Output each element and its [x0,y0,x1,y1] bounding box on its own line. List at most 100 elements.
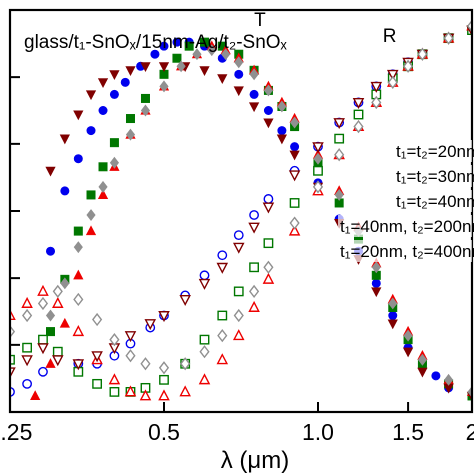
x-tick-label: 1.0 [302,419,334,445]
legend-entry: t₁=20nm, t₂=400nm [340,242,474,261]
data-point [158,389,170,401]
data-point [73,226,83,236]
data-point [38,366,48,377]
data-point [98,162,108,172]
data-point [10,367,16,379]
data-point [312,142,324,154]
data-point [233,286,244,297]
data-point [37,296,49,311]
data-point [199,345,210,359]
data-point [388,297,398,310]
data-point [172,53,182,63]
data-point [277,100,287,113]
data-point [313,165,323,176]
data-point [52,346,63,357]
data-point [92,378,103,389]
data-point [277,126,287,136]
data-point [159,374,169,385]
data-point [443,31,454,45]
data-point [97,189,109,199]
data-point [109,138,119,148]
data-point [159,41,169,51]
data-point [92,312,103,327]
data-point [386,69,399,81]
data-point [59,134,70,145]
data-point [139,389,152,401]
data-point [289,198,300,208]
data-point [221,48,231,61]
data-point [263,118,274,129]
data-point [200,37,210,47]
data-point [263,238,274,249]
data-point [248,102,260,113]
data-point [388,311,398,321]
data-point [86,209,96,221]
data-point [158,62,170,72]
data-point [249,89,259,99]
x-tick-label: 2 [466,419,474,445]
data-point [109,387,120,397]
data-point [45,358,56,368]
data-point [73,110,84,121]
series-8 [45,44,472,398]
data-point [30,390,41,401]
data-point [45,166,56,177]
x-tick-label: 0.25 [0,419,32,445]
data-point [312,180,324,194]
data-point [233,308,244,323]
data-point [109,333,120,347]
data-point [52,296,64,308]
data-point [192,48,202,61]
data-point [150,49,160,59]
data-point [125,128,136,141]
data-point [86,190,96,200]
data-point [353,109,364,120]
data-point [85,90,97,101]
data-point [333,118,345,130]
data-point [290,116,300,129]
data-point [249,262,259,273]
data-point [72,325,85,337]
series-7 [10,25,472,379]
legend-entry-bg [394,190,472,212]
data-point [234,56,244,69]
data-point [176,60,186,73]
legend-entry-bg [394,165,472,187]
data-point [402,347,414,358]
data-point [334,133,345,144]
data-point [158,361,170,375]
data-point [371,95,382,110]
data-point [21,355,33,367]
data-point [288,170,301,182]
data-point [276,134,288,145]
data-point [199,66,210,76]
data-point [179,385,191,397]
data-point [125,349,136,363]
data-point [370,81,383,93]
x-tick-label: 0.5 [148,419,180,445]
data-point [10,354,15,365]
data-point [140,93,150,103]
data-point [387,75,398,89]
legend-entry: t₁=t₂=20nm [396,142,474,161]
legend-entry-bg [394,140,472,162]
data-point [248,300,260,312]
data-point [140,62,151,72]
data-point [59,317,70,328]
data-point [144,319,157,331]
x-tick-label: 1.5 [392,419,424,445]
data-point [262,202,275,214]
data-point [313,152,323,165]
x-tick-labels: 0.25 0.5 1.0 1.5 2 [0,419,474,445]
data-point [387,319,398,330]
data-point [158,311,170,323]
data-point [403,59,414,73]
data-point [109,156,120,169]
data-point [60,277,70,290]
data-point [249,284,260,299]
data-point [431,371,441,381]
data-point [52,355,64,367]
data-point [233,230,244,241]
data-point [85,225,97,236]
